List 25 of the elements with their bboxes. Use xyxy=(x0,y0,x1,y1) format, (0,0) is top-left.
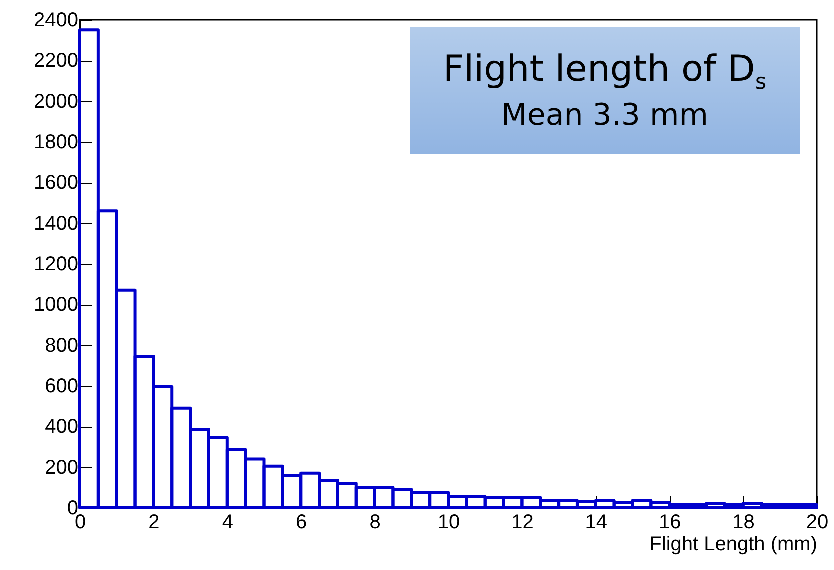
x-tick-label: 6 xyxy=(296,512,308,534)
y-tick-label: 400 xyxy=(45,416,78,438)
x-tick-label: 12 xyxy=(512,512,534,534)
y-tick-label: 2400 xyxy=(34,10,78,32)
y-tick-label: 2200 xyxy=(34,50,78,72)
y-tick-label: 1600 xyxy=(34,172,78,194)
y-tick-label: 1800 xyxy=(34,132,78,154)
x-tick-label: 2 xyxy=(148,512,160,534)
x-tick-label: 10 xyxy=(438,512,460,534)
y-tick-label: 1400 xyxy=(34,212,78,235)
x-tick-label: 20 xyxy=(806,512,829,534)
x-tick-label: 14 xyxy=(585,512,608,534)
y-tick-label: 600 xyxy=(45,376,78,398)
x-tick-label: 4 xyxy=(222,512,234,534)
y-tick-label: 800 xyxy=(45,334,78,357)
y-tick-label: 2000 xyxy=(34,90,78,113)
annotation: Flight length of D$_{s}$ xyxy=(443,48,767,97)
x-tick-label: 18 xyxy=(732,512,755,534)
y-tick-label: 200 xyxy=(45,456,78,479)
annotation: Mean 3.3 mm xyxy=(502,96,708,134)
y-tick-label: 1200 xyxy=(34,254,78,276)
y-tick-label: 1000 xyxy=(34,294,78,316)
x-axis-title: Flight Length (mm) xyxy=(650,534,818,556)
x-tick-label: 16 xyxy=(658,512,682,534)
x-tick-label: 8 xyxy=(370,512,381,534)
